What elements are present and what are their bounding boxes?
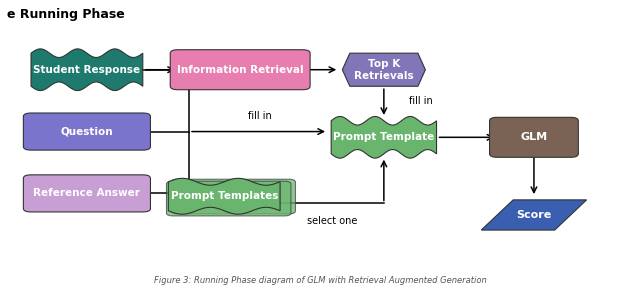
Text: Student Response: Student Response — [33, 65, 140, 75]
Polygon shape — [31, 49, 143, 90]
FancyBboxPatch shape — [171, 179, 296, 214]
Text: Prompt Templates: Prompt Templates — [170, 191, 278, 201]
Text: Question: Question — [61, 127, 113, 137]
Text: Prompt Template: Prompt Template — [333, 132, 435, 142]
FancyBboxPatch shape — [170, 50, 310, 90]
FancyBboxPatch shape — [166, 181, 291, 216]
Polygon shape — [168, 178, 280, 214]
Polygon shape — [331, 116, 436, 158]
Text: Figure 3: Running Phase diagram of GLM with Retrieval Augmented Generation: Figure 3: Running Phase diagram of GLM w… — [154, 277, 486, 286]
Polygon shape — [481, 200, 587, 230]
FancyBboxPatch shape — [24, 175, 150, 212]
Text: fill in: fill in — [248, 111, 272, 121]
Text: Reference Answer: Reference Answer — [33, 188, 140, 198]
Text: fill in: fill in — [410, 96, 433, 106]
Polygon shape — [342, 53, 426, 86]
Text: Top K
Retrievals: Top K Retrievals — [354, 59, 413, 81]
Text: Score: Score — [516, 210, 552, 220]
Text: GLM: GLM — [520, 132, 547, 142]
Text: Information Retrieval: Information Retrieval — [177, 65, 303, 75]
Text: e Running Phase: e Running Phase — [7, 8, 125, 21]
Text: select one: select one — [307, 216, 357, 226]
FancyBboxPatch shape — [24, 113, 150, 150]
FancyBboxPatch shape — [490, 117, 579, 157]
